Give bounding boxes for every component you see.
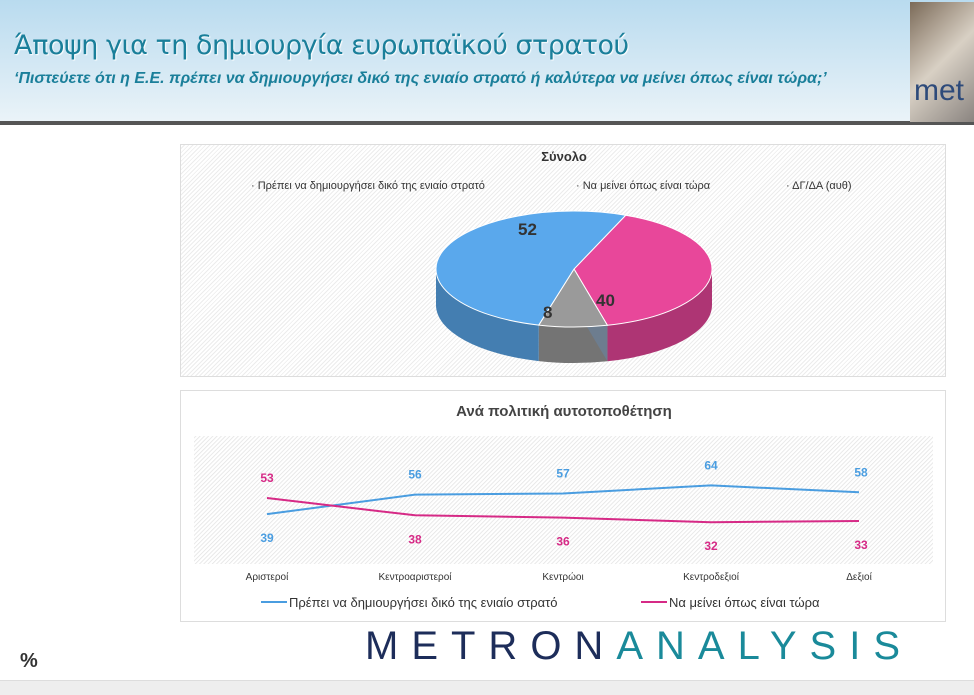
brand-part-2: ANALYSIS: [616, 624, 914, 668]
plot-area: [194, 436, 933, 564]
pie-chart: Σύνολο · Πρέπει να δημιουργήσει δικό της …: [251, 149, 852, 363]
page-title: Άποψη για τη δημιουργία ευρωπαϊκού στρατ…: [14, 30, 629, 61]
pie-slice-side: [607, 269, 712, 362]
line-chart-panel: Ανά πολιτική αυτοτοποθέτηση Αριστεροί Κεντ…: [180, 390, 946, 622]
pie-slice: [573, 214, 713, 326]
x-tick-label: Κεντρώοι: [542, 571, 583, 583]
x-tick-label: Κεντροδεξιοί: [683, 571, 740, 583]
pie-data-label: 8: [543, 303, 552, 322]
logo-image: met: [910, 2, 974, 122]
pie-slice: [435, 210, 627, 326]
legend-entry: · Πρέπει να δημιουργήσει δικό της ενιαίο…: [251, 180, 485, 192]
data-label: 36: [556, 535, 570, 549]
data-label: 57: [556, 466, 570, 480]
data-label: 33: [854, 538, 868, 552]
brand-logo: METRONANALYSIS: [365, 624, 913, 669]
legend-entry: · ΔΓ/ΔΑ (αυθ): [786, 180, 852, 192]
pie-data-label: 40: [596, 291, 615, 310]
header: Άποψη για τη δημιουργία ευρωπαϊκού στρατ…: [0, 0, 974, 125]
data-label: 38: [408, 532, 422, 546]
line-chart: Ανά πολιτική αυτοτοποθέτηση Αριστεροί Κεντ…: [194, 403, 933, 610]
page-subtitle: ‘Πιστεύετε ότι η Ε.Ε. πρέπει να δημιουργ…: [14, 70, 827, 87]
series-line: [266, 497, 860, 524]
data-label: 39: [260, 531, 274, 545]
unit-label: %: [20, 650, 38, 672]
data-label: 53: [260, 471, 274, 485]
logo-text: met: [914, 74, 965, 107]
legend-entry: · Να μείνει όπως είναι τώρα: [576, 180, 711, 192]
legend-entry: Να μείνει όπως είναι τώρα: [669, 595, 820, 610]
data-label: 56: [408, 468, 422, 482]
data-label: 32: [704, 539, 718, 553]
x-tick-label: Κεντροαριστεροί: [378, 571, 452, 583]
pie-slice-side: [538, 325, 608, 363]
line-chart-title: Ανά πολιτική αυτοτοποθέτηση: [456, 403, 672, 420]
pie-slice-side: [436, 269, 539, 362]
legend-entry: Πρέπει να δημιουργήσει δικό της ενιαίο σ…: [289, 595, 558, 610]
x-tick-label: Δεξιοί: [846, 571, 872, 583]
brand-part-1: METRON: [365, 624, 617, 668]
data-label: 64: [704, 458, 718, 472]
pie-chart-panel: Σύνολο · Πρέπει να δημιουργήσει δικό της …: [180, 144, 946, 377]
footer-bar: [0, 680, 974, 695]
data-label: 58: [854, 465, 868, 479]
pie-data-label: 52: [518, 220, 537, 239]
series-line: [266, 484, 860, 516]
pie-title: Σύνολο: [541, 149, 587, 164]
x-tick-label: Αριστεροί: [246, 571, 289, 583]
